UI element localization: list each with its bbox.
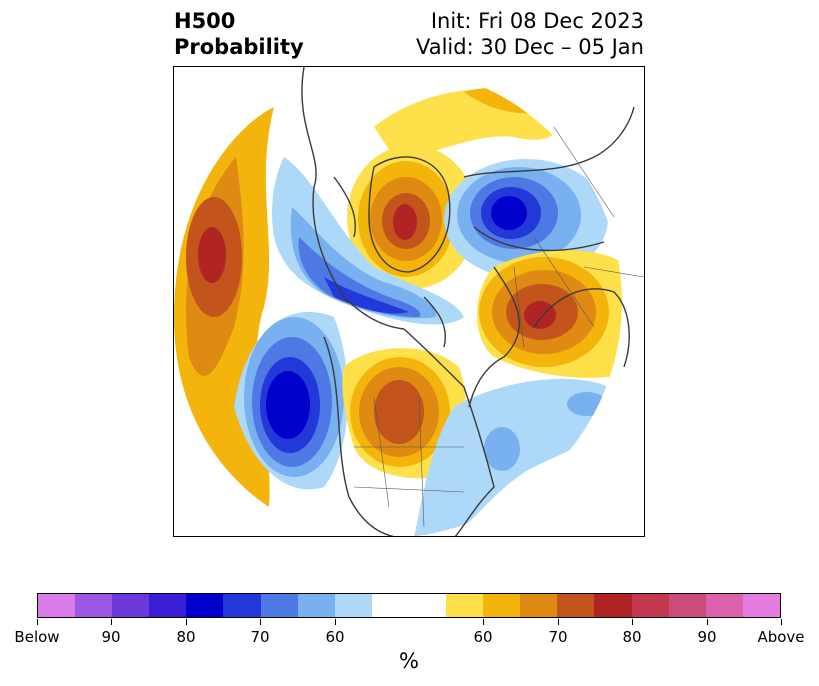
map-canvas bbox=[174, 67, 644, 536]
colorbar-unit: % bbox=[399, 649, 419, 673]
colorbar-tick bbox=[781, 619, 782, 625]
colorbar-tick-label: 70 bbox=[548, 628, 568, 646]
forecast-dates: Init: Fri 08 Dec 2023 Valid: 30 Dec – 05… bbox=[416, 8, 644, 60]
colorbar-segment bbox=[520, 594, 558, 617]
colorbar-tick bbox=[707, 619, 708, 625]
init-date: Init: Fri 08 Dec 2023 bbox=[430, 9, 644, 33]
colorbar-segment bbox=[557, 594, 595, 617]
title-variable: H500 bbox=[174, 9, 236, 33]
chart-title: H500 Probability bbox=[174, 8, 304, 60]
colorbar-tick bbox=[260, 619, 261, 625]
pacific-above-anomaly bbox=[174, 107, 274, 507]
colorbar-segment bbox=[297, 594, 335, 617]
colorbar-segment bbox=[149, 594, 187, 617]
colorbar-segment bbox=[631, 594, 669, 617]
colorbar-segment bbox=[75, 594, 113, 617]
colorbar-tick bbox=[558, 619, 559, 625]
valid-range: Valid: 30 Dec – 05 Jan bbox=[415, 35, 644, 59]
arctic-above-anomaly bbox=[374, 88, 559, 157]
colorbar-segment bbox=[742, 594, 780, 617]
eurasia-above-anomaly bbox=[477, 250, 622, 378]
colorbar-segment bbox=[483, 594, 521, 617]
colorbar-tick bbox=[186, 619, 187, 625]
colorbar-segment bbox=[186, 594, 224, 617]
colorbar-segment bbox=[668, 594, 706, 617]
northeast-pacific-below-anomaly bbox=[234, 311, 348, 490]
colorbar-tick-label: 70 bbox=[250, 628, 270, 646]
alaska-below-anomaly bbox=[272, 157, 464, 325]
colorbar-segment bbox=[38, 594, 76, 617]
greenland-above-anomaly bbox=[347, 145, 477, 289]
coastlines bbox=[301, 67, 635, 536]
colorbar-tick-label: Above bbox=[757, 628, 805, 646]
colorbar-segment bbox=[371, 594, 409, 617]
probability-colorbar bbox=[37, 593, 781, 618]
colorbar-tick-label: 80 bbox=[176, 628, 196, 646]
atlantic-above-sliver bbox=[534, 468, 584, 497]
colorbar-tick-label: 90 bbox=[101, 628, 121, 646]
probability-map bbox=[173, 66, 645, 537]
north-atlantic-below-anomaly bbox=[414, 378, 622, 536]
colorbar-tick-label: 60 bbox=[325, 628, 345, 646]
colorbar-tick-label: 60 bbox=[473, 628, 493, 646]
colorbar-segment bbox=[223, 594, 261, 617]
colorbar-segment bbox=[408, 594, 447, 617]
colorbar-tick bbox=[111, 619, 112, 625]
title-probability: Probability bbox=[174, 35, 304, 59]
north-america-above-anomaly bbox=[342, 348, 466, 479]
colorbar-segment bbox=[334, 594, 372, 617]
colorbar-tick-label: 90 bbox=[697, 628, 717, 646]
colorbar-tick bbox=[632, 619, 633, 625]
colorbar-tick-label: 80 bbox=[622, 628, 642, 646]
colorbar-segment bbox=[260, 594, 298, 617]
colorbar-tick-label: Below bbox=[14, 628, 60, 646]
colorbar-tick bbox=[335, 619, 336, 625]
colorbar-segment bbox=[705, 594, 743, 617]
colorbar-segment bbox=[112, 594, 150, 617]
colorbar-tick bbox=[483, 619, 484, 625]
colorbar-segment bbox=[446, 594, 484, 617]
colorbar-tick bbox=[37, 619, 38, 625]
borders bbox=[353, 126, 644, 528]
colorbar-segment bbox=[594, 594, 632, 617]
